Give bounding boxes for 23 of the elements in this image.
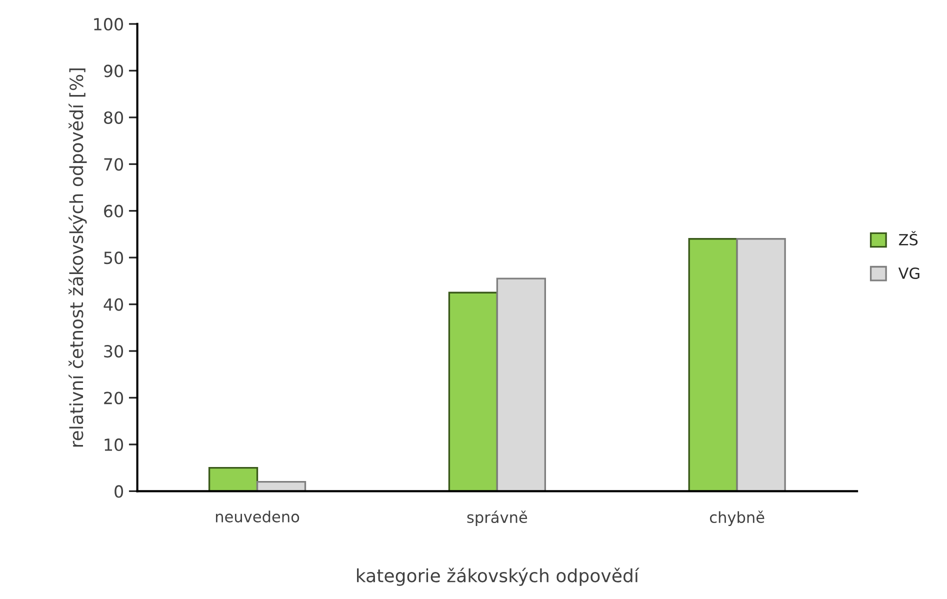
bar: [736, 238, 786, 492]
y-tick-label: 0: [114, 485, 124, 498]
x-tick-label: neuvedeno: [216, 510, 300, 522]
y-tick-label: 90: [104, 64, 124, 78]
y-tick-label: 60: [104, 204, 124, 218]
bar: [448, 292, 498, 492]
x-tick-label: chybně: [710, 510, 764, 526]
y-tick-label: 70: [104, 158, 124, 171]
y-tick-label: 100: [94, 18, 124, 31]
legend-label: ZŠ: [898, 231, 918, 246]
bar: [688, 238, 738, 492]
bar: [208, 466, 258, 492]
x-axis-title: kategorie žákovských odpovědí: [357, 568, 640, 586]
y-tick-label: 10: [104, 438, 124, 452]
x-tick-label: správně: [467, 510, 528, 526]
y-tick-label: 80: [104, 111, 124, 124]
y-tick-label: 40: [104, 298, 124, 311]
legend-label: VG: [898, 267, 920, 280]
y-axis-title: relativní četnost žákovských odpovědí [%]: [68, 68, 87, 447]
bar: [496, 278, 546, 492]
y-tick-label: 20: [104, 392, 124, 404]
y-tick-label: 50: [104, 252, 124, 264]
y-tick-label: 30: [104, 344, 124, 358]
